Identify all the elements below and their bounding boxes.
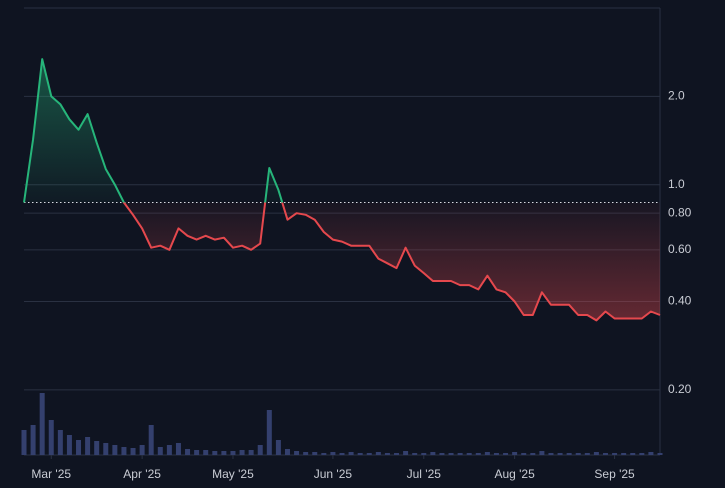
- volume-bar: [530, 453, 536, 455]
- volume-bar: [512, 452, 518, 455]
- volume-bar: [303, 452, 309, 455]
- volume-bar: [630, 453, 636, 455]
- volume-bar: [39, 393, 45, 455]
- volume-bar: [284, 449, 290, 455]
- volume-bar: [185, 449, 191, 455]
- x-tick-label: Jun '25: [314, 467, 353, 481]
- volume-bar: [621, 453, 627, 455]
- volume-bar: [148, 425, 154, 455]
- volume-bar: [221, 451, 227, 455]
- volume-bar: [375, 452, 381, 455]
- x-tick-label: Mar '25: [31, 467, 71, 481]
- y-tick-label: 2.0: [668, 89, 685, 103]
- volume-bar: [203, 450, 209, 455]
- volume-bar: [130, 448, 136, 455]
- volume-bar: [257, 445, 263, 455]
- volume-bar: [439, 453, 445, 455]
- volume-bar: [457, 453, 463, 455]
- volume-bar: [85, 437, 91, 455]
- volume-bar: [412, 453, 418, 455]
- y-tick-label: 1.0: [668, 177, 685, 191]
- x-tick-label: Apr '25: [123, 467, 161, 481]
- volume-bar: [194, 450, 200, 455]
- y-tick-label: 0.80: [668, 205, 692, 219]
- volume-bar: [366, 453, 372, 455]
- price-line: [23, 58, 661, 322]
- volume-bar: [384, 453, 390, 455]
- volume-bar: [593, 452, 599, 455]
- y-tick-label: 0.40: [668, 294, 692, 308]
- volume-bar: [94, 441, 100, 455]
- volume-bar: [539, 451, 545, 455]
- volume-bar: [648, 452, 654, 455]
- volume-bar: [584, 453, 590, 455]
- volume-bar: [484, 452, 490, 455]
- volume-bar: [521, 453, 527, 455]
- y-tick-label: 0.20: [668, 382, 692, 396]
- volume-bar: [403, 451, 409, 455]
- volume-bar: [66, 435, 72, 455]
- volume-bar: [503, 453, 509, 455]
- volume-bar: [657, 453, 663, 455]
- volume-bar: [475, 453, 481, 455]
- y-tick-label: 0.60: [668, 242, 692, 256]
- volume-bar: [175, 443, 181, 455]
- volume-bar: [30, 425, 36, 455]
- volume-bar: [266, 410, 272, 455]
- volume-bar: [430, 452, 436, 455]
- volume-bar: [448, 453, 454, 455]
- area: [24, 59, 660, 321]
- volume-bar: [639, 453, 645, 455]
- volume-bar: [330, 452, 336, 455]
- volume-bar: [548, 453, 554, 455]
- volume-bar: [212, 451, 218, 455]
- volume-bar: [121, 447, 127, 455]
- volume-bar: [76, 440, 82, 455]
- x-tick-label: May '25: [212, 467, 254, 481]
- volume-bar: [493, 453, 499, 455]
- volume-bar: [275, 440, 281, 455]
- volume-bar: [48, 420, 54, 455]
- volume-bar: [357, 453, 363, 455]
- volume-bar: [466, 453, 472, 455]
- volume-bar: [557, 453, 563, 455]
- x-tick-label: Jul '25: [407, 467, 442, 481]
- x-tick-label: Sep '25: [594, 467, 635, 481]
- volume-bar: [139, 445, 145, 455]
- volume-bar: [21, 430, 27, 455]
- volume-bar: [421, 453, 427, 455]
- volume-bar: [166, 445, 172, 455]
- volume-bar: [575, 453, 581, 455]
- volume-bar: [566, 453, 572, 455]
- volume-bar: [239, 450, 245, 455]
- x-tick-label: Aug '25: [494, 467, 535, 481]
- volume-bar: [157, 447, 163, 455]
- volume-bar: [57, 430, 63, 455]
- volume-bar: [112, 445, 118, 455]
- volume-bar: [602, 453, 608, 455]
- volume-bar: [394, 453, 400, 455]
- volume-bar: [348, 452, 354, 455]
- volume-bar: [612, 453, 618, 455]
- volume-bar: [294, 451, 300, 455]
- volume-bar: [312, 452, 318, 455]
- volume-bar: [321, 453, 327, 455]
- volume-bar: [339, 453, 345, 455]
- volume-bar: [230, 451, 236, 455]
- volume-bar: [248, 450, 254, 455]
- volume-bar: [103, 443, 109, 455]
